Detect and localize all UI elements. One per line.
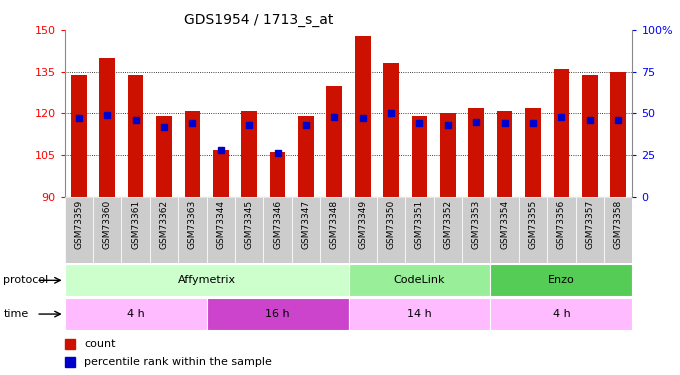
- Bar: [65, 298, 207, 330]
- Text: GSM73357: GSM73357: [585, 200, 594, 249]
- Bar: [99, 58, 115, 197]
- Bar: [128, 75, 143, 197]
- Bar: [497, 111, 513, 197]
- Bar: [292, 197, 320, 262]
- Text: Enzo: Enzo: [548, 275, 575, 285]
- Bar: [348, 264, 490, 296]
- Text: GSM73351: GSM73351: [415, 200, 424, 249]
- Text: percentile rank within the sample: percentile rank within the sample: [84, 357, 273, 367]
- Bar: [270, 152, 286, 197]
- Text: GSM73356: GSM73356: [557, 200, 566, 249]
- Text: 16 h: 16 h: [265, 309, 290, 319]
- Bar: [440, 113, 456, 197]
- Bar: [525, 108, 541, 197]
- Text: GSM73346: GSM73346: [273, 200, 282, 249]
- Bar: [178, 197, 207, 262]
- Bar: [384, 63, 399, 197]
- Bar: [263, 197, 292, 262]
- Bar: [150, 197, 178, 262]
- Bar: [71, 75, 86, 197]
- Text: GSM73352: GSM73352: [443, 200, 452, 249]
- Bar: [348, 298, 490, 330]
- Text: GSM73362: GSM73362: [160, 200, 169, 249]
- Bar: [355, 36, 371, 197]
- Bar: [65, 264, 348, 296]
- Bar: [213, 150, 228, 197]
- Text: GSM73355: GSM73355: [528, 200, 537, 249]
- Text: CodeLink: CodeLink: [394, 275, 445, 285]
- Bar: [156, 116, 172, 197]
- Text: 4 h: 4 h: [553, 309, 571, 319]
- Text: GSM73354: GSM73354: [500, 200, 509, 249]
- Bar: [519, 197, 547, 262]
- Text: GSM73363: GSM73363: [188, 200, 197, 249]
- Text: 14 h: 14 h: [407, 309, 432, 319]
- Bar: [547, 197, 575, 262]
- Text: GSM73353: GSM73353: [472, 200, 481, 249]
- Text: time: time: [3, 309, 29, 319]
- Bar: [377, 197, 405, 262]
- Text: GSM73350: GSM73350: [387, 200, 396, 249]
- Text: GDS1954 / 1713_s_at: GDS1954 / 1713_s_at: [184, 13, 333, 27]
- Bar: [604, 197, 632, 262]
- Bar: [575, 197, 604, 262]
- Text: count: count: [84, 339, 116, 349]
- Text: GSM73347: GSM73347: [301, 200, 310, 249]
- Text: GSM73359: GSM73359: [74, 200, 83, 249]
- Bar: [490, 197, 519, 262]
- Bar: [298, 116, 313, 197]
- Bar: [241, 111, 257, 197]
- Text: GSM73349: GSM73349: [358, 200, 367, 249]
- Text: GSM73348: GSM73348: [330, 200, 339, 249]
- Bar: [582, 75, 598, 197]
- Text: 4 h: 4 h: [126, 309, 144, 319]
- Bar: [490, 264, 632, 296]
- Bar: [462, 197, 490, 262]
- Text: Affymetrix: Affymetrix: [177, 275, 235, 285]
- Text: GSM73345: GSM73345: [245, 200, 254, 249]
- Bar: [611, 72, 626, 197]
- Bar: [469, 108, 484, 197]
- Bar: [93, 197, 121, 262]
- Bar: [121, 197, 150, 262]
- Bar: [490, 298, 632, 330]
- Bar: [235, 197, 263, 262]
- Text: GSM73361: GSM73361: [131, 200, 140, 249]
- Bar: [65, 197, 93, 262]
- Bar: [326, 86, 342, 197]
- Bar: [184, 111, 200, 197]
- Bar: [348, 197, 377, 262]
- Text: GSM73344: GSM73344: [216, 200, 225, 249]
- Bar: [207, 298, 348, 330]
- Text: GSM73360: GSM73360: [103, 200, 112, 249]
- Bar: [554, 69, 569, 197]
- Bar: [320, 197, 348, 262]
- Bar: [411, 116, 427, 197]
- Bar: [207, 197, 235, 262]
- Text: GSM73358: GSM73358: [614, 200, 623, 249]
- Text: protocol: protocol: [3, 275, 49, 285]
- Bar: [434, 197, 462, 262]
- Bar: [405, 197, 434, 262]
